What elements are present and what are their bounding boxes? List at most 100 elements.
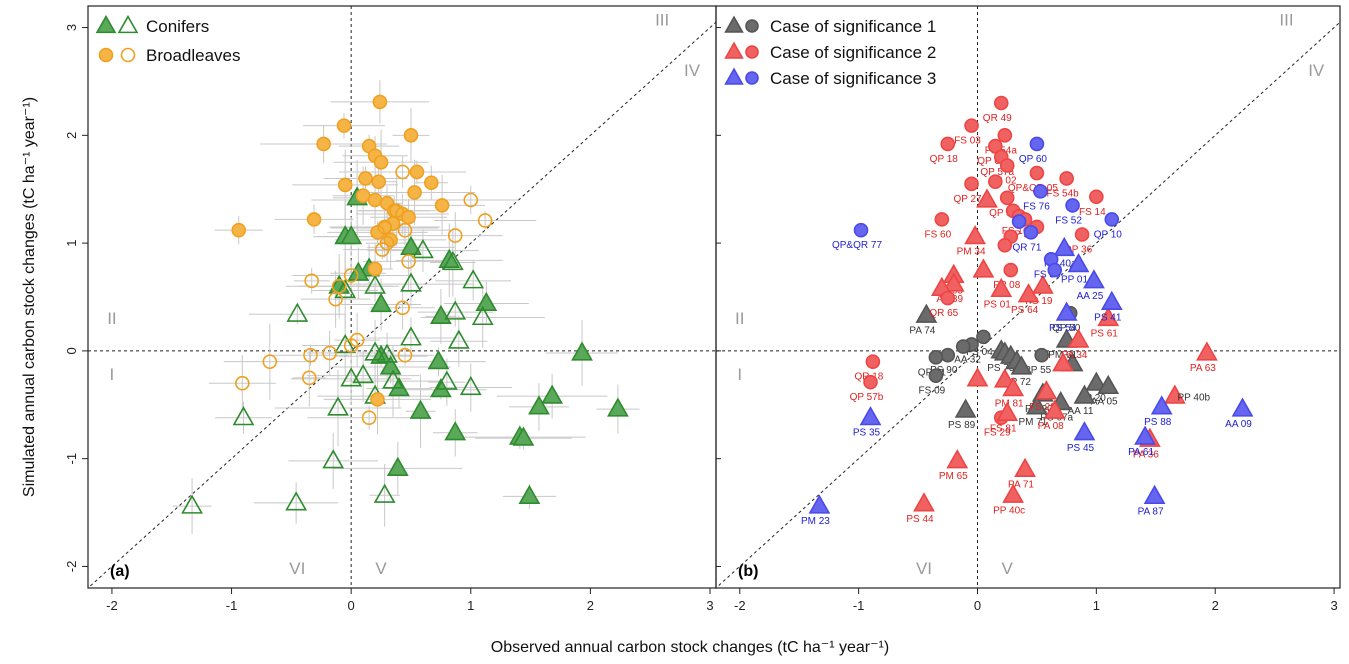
point-label: FS 60 [924, 229, 951, 240]
data-point-sig3 [1067, 253, 1090, 273]
data-point-broadleaf [306, 212, 322, 227]
ref-line-identity [716, 21, 1340, 588]
data-point-broadleaf [367, 261, 383, 277]
point-label: PM 23 [801, 516, 830, 527]
data-point-sig3 [1134, 425, 1156, 445]
x-tick-label: 1 [467, 598, 474, 613]
data-point-sig3 [1104, 212, 1120, 227]
point-label: QP 61 [977, 156, 1006, 167]
y-tick-label: 2 [64, 132, 79, 139]
data-point-sig3 [1055, 301, 1078, 321]
point-label: QP 10 [1094, 229, 1123, 240]
data-point-sig2 [865, 354, 881, 369]
legend-label: Case of significance 1 [770, 17, 936, 36]
y-tick-label: 0 [64, 347, 79, 354]
quadrant-V: V [1002, 559, 1014, 578]
data-point-broadleaf [377, 219, 392, 235]
data-point-broadleaf [231, 222, 247, 238]
point-label: PA 61 [1128, 447, 1154, 458]
point-label: QR 71 [1013, 242, 1042, 253]
data-point-broadleaf [401, 209, 416, 225]
data-point-broadleaf [370, 392, 385, 407]
data-point-conifer [373, 483, 396, 503]
data-point-conifer [364, 274, 386, 294]
data-point-sig1 [915, 303, 938, 323]
data-point-sig2 [946, 449, 969, 469]
quadrant-IV: IV [684, 61, 701, 80]
data-point-broadleaf [355, 188, 371, 203]
data-point-sig2 [996, 401, 1019, 421]
data-point-sig2 [988, 174, 1003, 189]
point-label: QP 36 [1064, 244, 1093, 255]
point-label: PP 08 [993, 280, 1020, 291]
data-point-conifer [459, 375, 482, 396]
point-label: PS 64 [1011, 305, 1039, 316]
legend-key-broadleaf-filled [98, 47, 114, 63]
point-label: PM 34 [957, 247, 986, 258]
x-axis-label: Observed annual carbon stock changes (tC… [491, 639, 889, 656]
data-point-broadleaf [372, 94, 388, 110]
data-point-broadleaf [358, 171, 373, 186]
panel-label: (a) [110, 563, 130, 580]
point-label: AA 32 [954, 354, 981, 365]
data-point-conifer [607, 397, 629, 417]
point-label: AA 25 [1077, 291, 1104, 302]
point-label: FS 04 [966, 347, 993, 358]
quadrant-VI: VI [916, 559, 932, 578]
data-point-conifer [444, 300, 467, 320]
point-label: PA 87 [1138, 506, 1164, 517]
point-label: PP 40c [993, 505, 1025, 516]
point-label: PA 63 [1190, 363, 1216, 374]
data-point-broadleaf [336, 118, 352, 133]
data-point-sig1 [928, 350, 944, 365]
data-point-conifer [427, 350, 450, 370]
data-point-broadleaf [361, 410, 377, 426]
data-point-conifer [340, 225, 363, 245]
data-point-sig1 [955, 339, 971, 354]
data-point-conifer [471, 305, 494, 326]
data-point-sig3 [1083, 269, 1105, 289]
plot-frame [87, 5, 717, 589]
point-label: PA 74 [909, 325, 935, 336]
data-point-sig2 [976, 188, 998, 208]
point-label: QP&QR 05 [1008, 183, 1058, 194]
data-point-broadleaf [337, 177, 353, 193]
point-label: PA 36 [1133, 449, 1159, 460]
point-label: PS 89 [948, 420, 976, 431]
data-point-sig2 [1052, 352, 1074, 372]
data-point-sig2 [966, 367, 989, 387]
data-point-sig2 [1195, 341, 1218, 361]
data-point-conifer [447, 329, 470, 349]
data-point-sig1 [1085, 371, 1108, 391]
data-point-conifer [181, 494, 203, 514]
data-point-sig2 [1002, 376, 1025, 397]
data-point-broadleaf [397, 347, 413, 363]
data-point-conifer [571, 341, 593, 361]
point-label: QP 60 [1019, 154, 1048, 165]
data-point-sig2 [913, 492, 935, 512]
data-point-sig2 [940, 290, 956, 306]
data-point-broadleaf [401, 254, 416, 269]
data-point-sig1 [940, 347, 956, 363]
y-axis-label: Simulated annual carbon stock changes (t… [21, 97, 38, 497]
x-tick-label: 3 [1330, 598, 1337, 613]
data-point-sig1 [954, 398, 977, 418]
data-point-broadleaf [235, 375, 250, 391]
data-point-sig2 [997, 128, 1013, 143]
point-label: PS 54 [1049, 323, 1077, 334]
point-label: FS 02 [990, 176, 1017, 187]
data-point-sig2 [1002, 483, 1025, 503]
point-label: FS 76 [1023, 201, 1050, 212]
data-point-broadleaf [403, 128, 419, 143]
x-tick-label: 0 [974, 598, 981, 613]
point-label: PP 20 [1079, 393, 1106, 404]
data-point-sig1 [1073, 384, 1096, 404]
quadrant-IV: IV [1308, 61, 1325, 80]
point-label: PP 39 [1007, 229, 1034, 240]
data-point-sig3 [853, 222, 869, 238]
